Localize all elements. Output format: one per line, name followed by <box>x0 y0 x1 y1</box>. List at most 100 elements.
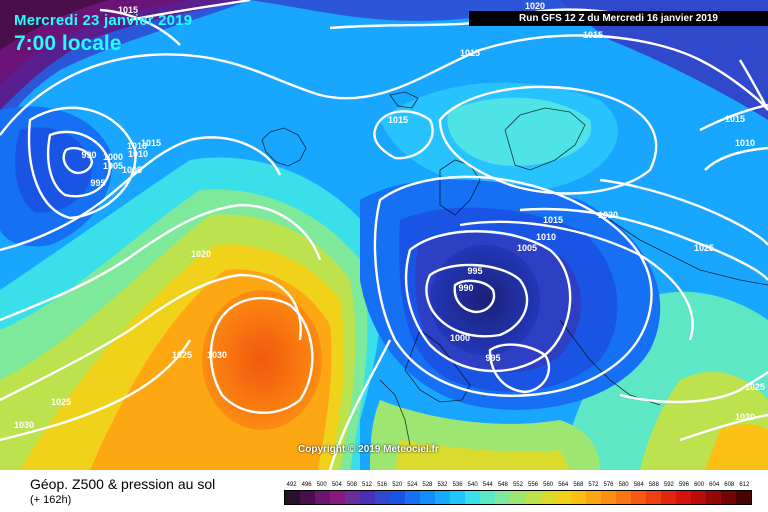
scale-label: 532 <box>437 482 448 488</box>
isobar-label: 1015 <box>583 30 603 40</box>
scale-swatch <box>450 491 466 504</box>
scale-label: 536 <box>452 482 463 488</box>
isobar-label: 1030 <box>207 350 227 360</box>
coastlines <box>261 91 768 446</box>
scale-label: 584 <box>633 482 644 488</box>
isobar-label: 1010 <box>128 149 148 159</box>
isobar-label: 1005 <box>517 243 537 253</box>
isobar-label: 1010 <box>536 232 556 242</box>
isobar-label: 990 <box>81 150 96 160</box>
isobar-label: 1010 <box>735 138 755 148</box>
scale-label: 524 <box>407 482 418 488</box>
scale-swatch <box>360 491 376 504</box>
isobar-label: 995 <box>485 353 500 363</box>
scale-label: 496 <box>301 482 312 488</box>
scale-label: 508 <box>346 482 357 488</box>
scale-swatch <box>675 491 691 504</box>
scale-label: 556 <box>528 482 539 488</box>
isobar-label: 990 <box>458 283 473 293</box>
scale-swatch <box>690 491 706 504</box>
isobar-label: 1020 <box>191 249 211 259</box>
isobar-label: 995 <box>90 178 105 188</box>
weather-map: 1020 1015 1015 1015 1015 1010 990 1005 1… <box>0 0 768 470</box>
color-scale-bar <box>284 490 752 505</box>
scale-label: 520 <box>392 482 403 488</box>
scale-label: 500 <box>316 482 327 488</box>
scale-label: 560 <box>543 482 554 488</box>
run-info: Run GFS 12 Z du Mercredi 16 janvier 2019 <box>469 11 768 26</box>
isobar-label: 1025 <box>172 350 192 360</box>
scale-label: 492 <box>286 482 297 488</box>
scale-label: 540 <box>467 482 478 488</box>
isobar-label: 1015 <box>388 115 408 125</box>
scale-swatch <box>525 491 541 504</box>
scale-swatch <box>630 491 646 504</box>
isobar-label: 1025 <box>694 243 714 253</box>
scale-swatch <box>585 491 601 504</box>
isobar-label: 1015 <box>543 215 563 225</box>
scale-swatch <box>495 491 511 504</box>
scale-swatch <box>600 491 616 504</box>
isobar-label: 1005 <box>122 165 142 175</box>
scale-swatch <box>375 491 391 504</box>
scale-swatch <box>570 491 586 504</box>
scale-label: 512 <box>362 482 373 488</box>
isobar-label: 1025 <box>745 382 765 392</box>
scale-swatch <box>705 491 721 504</box>
isobar-label: 1020 <box>598 210 618 220</box>
scale-label: 576 <box>603 482 614 488</box>
scale-label: 580 <box>618 482 629 488</box>
isobar-label: 1020 <box>735 412 755 422</box>
forecast-time: 7:00 locale <box>14 32 122 55</box>
isobar-label: 1020 <box>525 1 545 11</box>
legend-subtitle: (+ 162h) <box>30 494 72 506</box>
isobar-label: 1015 <box>118 5 138 15</box>
color-scale: 492 496 500 504 508 512 516 520 524 528 532 536 540 5… <box>284 480 752 505</box>
scale-swatch <box>405 491 421 504</box>
scale-swatch <box>300 491 316 504</box>
isobar-labels: 1020 1015 1015 1015 1015 1010 990 1005 1… <box>14 1 765 430</box>
scale-swatch <box>480 491 496 504</box>
scale-label: 592 <box>663 482 674 488</box>
scale-label: 588 <box>648 482 659 488</box>
isobar-label: 1015 <box>141 138 161 148</box>
scale-label: 564 <box>558 482 569 488</box>
scale-swatch <box>315 491 331 504</box>
copyright: Copyright © 2019 Meteociel.fr <box>298 444 439 455</box>
isobar-label: 1000 <box>103 152 123 162</box>
scale-label: 528 <box>422 482 433 488</box>
scale-swatch <box>660 491 676 504</box>
scale-label: 548 <box>497 482 508 488</box>
scale-swatch <box>285 491 301 504</box>
scale-swatch <box>555 491 571 504</box>
scale-swatch <box>735 491 751 504</box>
scale-swatch <box>390 491 406 504</box>
scale-swatch <box>720 491 736 504</box>
scale-label: 516 <box>377 482 388 488</box>
scale-label: 544 <box>482 482 493 488</box>
scale-label: 568 <box>573 482 584 488</box>
isobar-label: 1005 <box>103 161 123 171</box>
isobar-label: 1000 <box>450 333 470 343</box>
scale-label: 600 <box>694 482 705 488</box>
legend-title: Géop. Z500 & pression au sol <box>30 476 216 492</box>
scale-label: 608 <box>724 482 735 488</box>
geopotential-field <box>0 0 768 470</box>
scale-swatch <box>465 491 481 504</box>
color-scale-labels: 492 496 500 504 508 512 516 520 524 528 532 536 540 5… <box>284 480 752 490</box>
scale-swatch <box>435 491 451 504</box>
scale-swatch <box>540 491 556 504</box>
scale-swatch <box>330 491 346 504</box>
scale-swatch <box>345 491 361 504</box>
scale-label: 552 <box>512 482 523 488</box>
scale-swatch <box>420 491 436 504</box>
isobar-label: 1015 <box>725 114 745 124</box>
isobar-label: 1025 <box>51 397 71 407</box>
scale-label: 596 <box>678 482 689 488</box>
isobar-label: 1030 <box>14 420 34 430</box>
scale-swatch <box>510 491 526 504</box>
scale-swatch <box>615 491 631 504</box>
isobar-label: 1015 <box>460 48 480 58</box>
forecast-date: Mercredi 23 janvier 2019 <box>14 12 193 29</box>
scale-label: 604 <box>709 482 720 488</box>
